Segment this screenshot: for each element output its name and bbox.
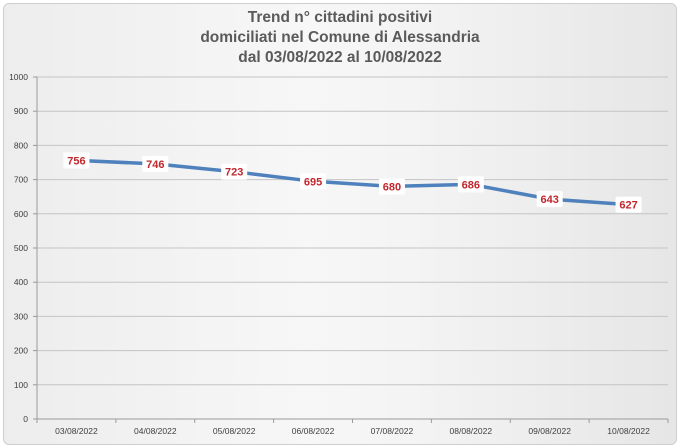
data-label-box	[457, 176, 484, 193]
data-labels: 756 746 723 695 680 686 643 627	[63, 152, 642, 213]
x-tick-label: 04/08/2022	[134, 426, 177, 436]
x-tick-label: 05/08/2022	[213, 426, 256, 436]
x-tick-label: 03/08/2022	[55, 426, 98, 436]
data-label-group: 723	[221, 163, 248, 180]
data-label-box	[615, 196, 642, 213]
x-tick-label: 07/08/2022	[371, 426, 414, 436]
chart-title-line-3: dal 03/08/2022 al 10/08/2022	[238, 49, 442, 66]
data-label: 746	[146, 159, 164, 171]
y-tick-label: 400	[14, 277, 28, 287]
data-label: 756	[67, 155, 85, 167]
data-label-group: 643	[536, 191, 563, 208]
data-label: 643	[541, 194, 559, 206]
data-label-box	[536, 191, 563, 208]
data-label: 723	[225, 167, 243, 179]
data-label-group: 756	[63, 152, 90, 169]
data-label-box	[300, 173, 327, 190]
data-label-group: 695	[300, 173, 327, 190]
gridlines	[37, 76, 668, 386]
data-label-box	[142, 155, 169, 172]
x-tick-label: 10/08/2022	[607, 426, 650, 436]
y-tick-label: 300	[14, 311, 28, 321]
data-label-box	[221, 163, 248, 180]
data-label: 695	[304, 176, 322, 188]
chart-title: Trend n° cittadini positivi domiciliati …	[4, 8, 676, 68]
data-label-group: 686	[457, 176, 484, 193]
data-label-group: 627	[615, 196, 642, 213]
data-label: 680	[383, 181, 401, 193]
y-tick-label: 900	[14, 106, 28, 116]
data-label-group: 746	[142, 155, 169, 172]
x-tick-labels: 03/08/2022 04/08/2022 05/08/2022 06/08/2022…	[55, 426, 650, 436]
y-tick-label: 800	[14, 140, 28, 150]
x-tick-label: 06/08/2022	[292, 426, 335, 436]
data-label: 686	[462, 179, 480, 191]
y-tick-label: 500	[14, 243, 28, 253]
y-tick-label: 100	[14, 380, 28, 390]
x-tick-label: 08/08/2022	[450, 426, 493, 436]
data-label-box	[378, 178, 405, 195]
x-tick-label: 09/08/2022	[528, 426, 571, 436]
chart-title-line-1: Trend n° cittadini positivi	[247, 9, 433, 26]
data-label: 627	[619, 200, 637, 212]
series-line	[74, 158, 631, 207]
y-tick-label: 700	[14, 175, 28, 185]
axes	[33, 76, 669, 423]
chart-title-line-2: domiciliati nel Comune di Alessandria	[200, 29, 480, 46]
y-tick-label: 0	[23, 414, 28, 424]
y-tick-label: 1000	[9, 72, 28, 82]
y-tick-labels: 0 100 200 300 400 500 600 700 800 900 1000	[9, 72, 28, 424]
y-tick-label: 600	[14, 209, 28, 219]
y-tick-label: 200	[14, 346, 28, 356]
data-label-group: 680	[378, 178, 405, 195]
data-label-box	[63, 152, 90, 169]
